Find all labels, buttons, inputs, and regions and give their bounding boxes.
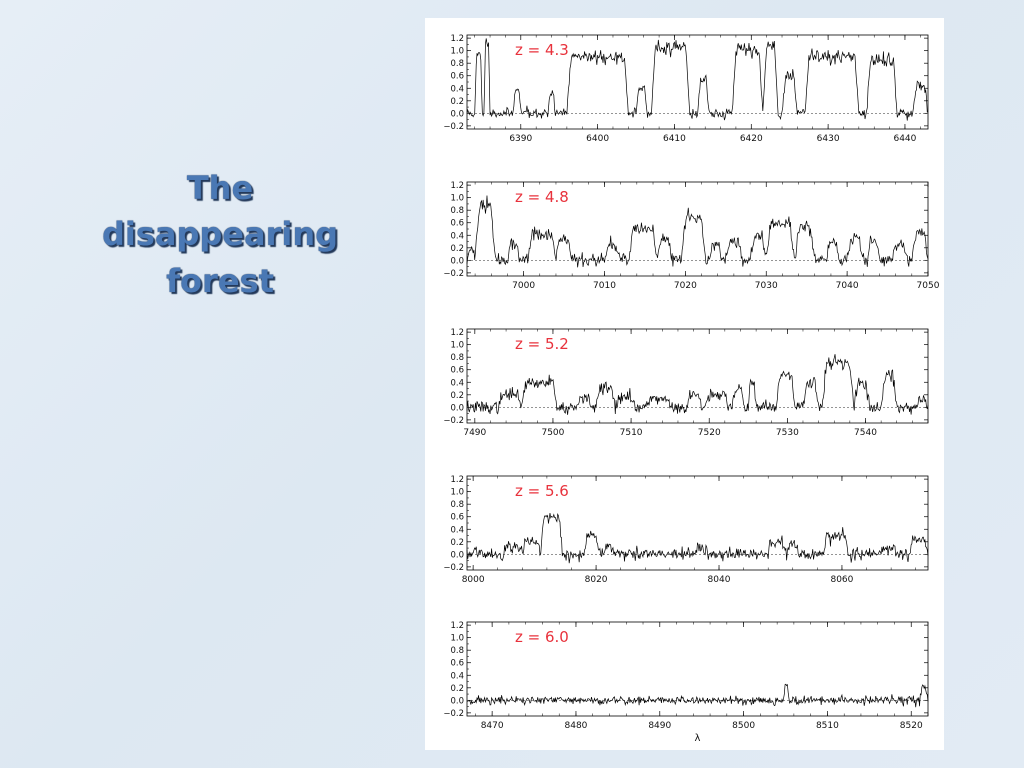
y-tick-label: 0.2 bbox=[450, 97, 464, 107]
x-tick-label: 8510 bbox=[816, 721, 839, 731]
spectra-figure: 1.2 1.0 0.8 0.6 0.4 0.2 0.0 −0.2 6390 6400 6410 642… bbox=[425, 18, 944, 750]
y-tick-label: 0.2 bbox=[450, 538, 464, 548]
y-tick-label: 1.2 bbox=[450, 34, 464, 44]
x-tick-label: 7040 bbox=[836, 281, 859, 291]
y-tick-label: 0.8 bbox=[450, 500, 464, 510]
y-tick-label: 0.2 bbox=[450, 684, 464, 694]
spectrum-trace bbox=[466, 38, 929, 121]
y-tick-label: 1.0 bbox=[450, 341, 464, 351]
x-tick-label: 6400 bbox=[586, 134, 609, 144]
x-tick-label: 8490 bbox=[648, 721, 671, 731]
x-tick-label: 7500 bbox=[541, 428, 564, 438]
redshift-label: z = 4.8 bbox=[515, 188, 569, 206]
title-line-2: disappearing bbox=[101, 215, 339, 254]
y-tick-label: −0.2 bbox=[443, 122, 464, 132]
y-tick-label: 0.4 bbox=[450, 378, 464, 388]
x-tick-label: 6410 bbox=[663, 134, 686, 144]
y-tick-label: −0.2 bbox=[443, 563, 464, 573]
y-tick-label: 0.0 bbox=[450, 109, 464, 119]
y-tick-label: 0.2 bbox=[450, 391, 464, 401]
x-tick-label: 8000 bbox=[462, 575, 485, 585]
y-tick-label: 1.2 bbox=[450, 621, 464, 631]
x-tick-label: 8470 bbox=[481, 721, 504, 731]
y-tick-label: 0.6 bbox=[450, 72, 464, 82]
y-tick-label: −0.2 bbox=[443, 416, 464, 426]
y-tick-label: 1.2 bbox=[450, 181, 464, 191]
redshift-label: z = 5.2 bbox=[515, 335, 569, 353]
x-tick-label: 7050 bbox=[917, 281, 940, 291]
x-tick-label: 8060 bbox=[830, 575, 853, 585]
redshift-label: z = 5.6 bbox=[515, 482, 569, 500]
spectrum-trace bbox=[466, 683, 929, 708]
spectrum-panel-2: 1.2 1.0 0.8 0.6 0.4 0.2 0.0 −0.2 7000 7010 7020 703… bbox=[443, 181, 939, 291]
y-tick-label: 1.0 bbox=[450, 194, 464, 204]
y-tick-label: 0.6 bbox=[450, 219, 464, 229]
x-tick-label: 7520 bbox=[698, 428, 721, 438]
y-tick-label: 0.0 bbox=[450, 696, 464, 706]
y-tick-label: −0.2 bbox=[443, 709, 464, 719]
y-tick-label: 0.8 bbox=[450, 206, 464, 216]
x-tick-label: 8520 bbox=[900, 721, 923, 731]
x-tick-label: 7020 bbox=[674, 281, 697, 291]
spectrum-panel-1: 1.2 1.0 0.8 0.6 0.4 0.2 0.0 −0.2 6390 6400 6410 642… bbox=[443, 34, 929, 144]
y-tick-label: 0.0 bbox=[450, 550, 464, 560]
y-tick-label: 1.2 bbox=[450, 475, 464, 485]
slide-title: The disappearing forest bbox=[80, 165, 360, 304]
redshift-label: z = 6.0 bbox=[515, 628, 569, 646]
y-tick-label: 0.8 bbox=[450, 646, 464, 656]
y-tick-label: 0.8 bbox=[450, 59, 464, 69]
x-tick-label: 7010 bbox=[593, 281, 616, 291]
redshift-label: z = 4.3 bbox=[515, 41, 569, 59]
y-tick-label: 0.4 bbox=[450, 671, 464, 681]
x-tick-label: 6440 bbox=[893, 134, 916, 144]
y-tick-label: 0.4 bbox=[450, 231, 464, 241]
y-tick-label: 0.6 bbox=[450, 513, 464, 523]
y-tick-label: 0.0 bbox=[450, 403, 464, 413]
spectrum-trace bbox=[466, 513, 929, 564]
x-tick-label: 7510 bbox=[620, 428, 643, 438]
y-tick-label: 1.0 bbox=[450, 488, 464, 498]
x-tick-label: 7530 bbox=[776, 428, 799, 438]
title-line-3: forest bbox=[166, 261, 274, 300]
y-tick-label: 1.0 bbox=[450, 634, 464, 644]
x-tick-label: 6430 bbox=[817, 134, 840, 144]
y-tick-label: 1.0 bbox=[450, 47, 464, 57]
y-tick-label: 1.2 bbox=[450, 328, 464, 338]
x-tick-label: 7490 bbox=[463, 428, 486, 438]
y-tick-label: 0.2 bbox=[450, 244, 464, 254]
x-tick-label: 7030 bbox=[755, 281, 778, 291]
y-tick-label: 0.6 bbox=[450, 366, 464, 376]
x-tick-label: 8040 bbox=[708, 575, 731, 585]
spectra-panels-svg: 1.2 1.0 0.8 0.6 0.4 0.2 0.0 −0.2 6390 6400 6410 642… bbox=[443, 34, 939, 744]
y-tick-label: −0.2 bbox=[443, 269, 464, 279]
spectrum-panel-4: 1.2 1.0 0.8 0.6 0.4 0.2 0.0 −0.2 8000 8020 8040 806… bbox=[443, 475, 929, 585]
x-tick-label: 8500 bbox=[732, 721, 755, 731]
y-tick-label: 0.0 bbox=[450, 256, 464, 266]
y-tick-label: 0.8 bbox=[450, 353, 464, 363]
x-tick-label: 7540 bbox=[854, 428, 877, 438]
x-tick-label: 8020 bbox=[585, 575, 608, 585]
x-tick-label: 6420 bbox=[740, 134, 763, 144]
y-tick-label: 0.4 bbox=[450, 84, 464, 94]
spectrum-panel-5: 1.2 1.0 0.8 0.6 0.4 0.2 0.0 −0.2 8470 8480 8490 850… bbox=[443, 621, 929, 744]
x-tick-label: 8480 bbox=[565, 721, 588, 731]
spectrum-panel-3: 1.2 1.0 0.8 0.6 0.4 0.2 0.0 −0.2 7490 7500 7510 752… bbox=[443, 328, 929, 438]
x-tick-label: 7000 bbox=[512, 281, 535, 291]
x-tick-label: 6390 bbox=[509, 134, 532, 144]
y-tick-label: 0.4 bbox=[450, 525, 464, 535]
spectrum-trace bbox=[466, 354, 929, 415]
spectrum-trace bbox=[466, 195, 929, 268]
title-line-1: The bbox=[186, 169, 254, 207]
y-tick-label: 0.6 bbox=[450, 659, 464, 669]
x-axis-label: λ bbox=[695, 733, 701, 744]
